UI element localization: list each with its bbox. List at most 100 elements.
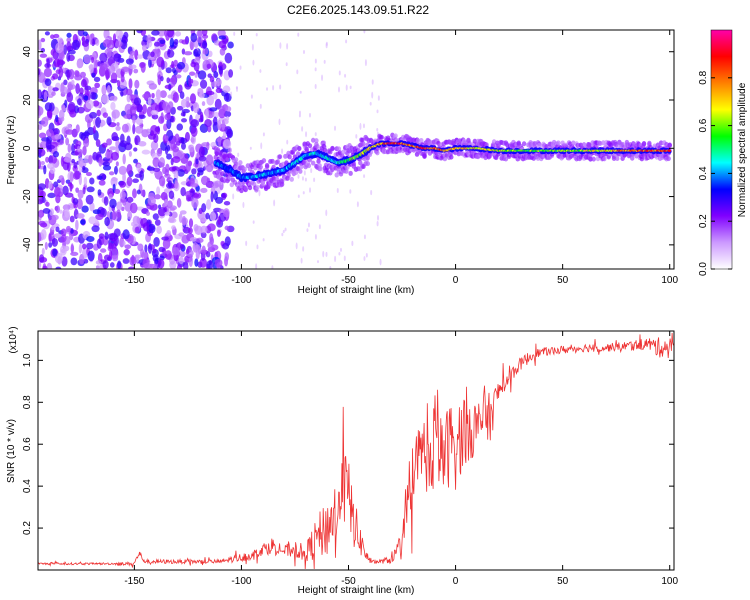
noise-blob [209, 107, 218, 112]
noise-blob [188, 144, 195, 153]
noise-blob [355, 134, 358, 139]
noise-blob [214, 258, 223, 268]
noise-blob [150, 140, 159, 151]
colorbar-ticks: 0.0 0.2 0.4 0.6 0.8 [698, 70, 732, 276]
noise-blob [38, 132, 47, 139]
noise-blob [38, 142, 41, 148]
noise-blob [167, 49, 175, 58]
noise-blob [51, 225, 55, 231]
noise-blob [206, 141, 210, 151]
noise-blob [110, 101, 116, 111]
noise-blob [142, 222, 150, 232]
noise-blob [164, 113, 172, 121]
noise-blob [44, 31, 50, 36]
ridge-halo [336, 146, 342, 152]
noise-blob [42, 207, 51, 214]
noise-blob [153, 194, 162, 200]
noise-blob [173, 38, 179, 45]
noise-blob [245, 240, 248, 247]
noise-blob [38, 106, 44, 116]
noise-blob [134, 254, 142, 259]
noise-blob [164, 199, 168, 207]
noise-blob [138, 114, 146, 119]
noise-blob [66, 32, 72, 38]
noise-blob [128, 150, 132, 157]
noise-blob [152, 248, 157, 254]
noise-blob [166, 153, 172, 160]
noise-blob [334, 255, 337, 263]
noise-blob [128, 64, 137, 70]
noise-blob [118, 32, 123, 39]
noise-blob [198, 246, 202, 255]
ridge-halo [314, 138, 319, 144]
noise-blob [48, 233, 52, 243]
noise-blob [95, 260, 102, 265]
ridge-halo [516, 140, 521, 146]
noise-blob [89, 111, 98, 119]
noise-blob [148, 223, 156, 234]
ridge-halo [242, 166, 247, 172]
noise-blob [301, 126, 304, 132]
noise-blob [107, 233, 116, 240]
ridge-halo [277, 154, 283, 160]
noise-blob [102, 39, 112, 48]
noise-blob [200, 225, 208, 234]
noise-blob [134, 226, 140, 234]
noise-blob [61, 234, 67, 243]
noise-blob [115, 125, 121, 131]
noise-blob [150, 125, 159, 136]
noise-blob [171, 247, 180, 256]
noise-blob [379, 258, 382, 266]
noise-blob [325, 41, 328, 47]
noise-blob [181, 39, 189, 45]
noise-blob [82, 145, 87, 156]
noise-blob [167, 180, 173, 188]
noise-blob [85, 99, 94, 110]
noise-blob [356, 201, 359, 208]
noise-blob [239, 65, 242, 70]
noise-blob [66, 92, 74, 103]
figure-title: C2E6.2025.143.09.51.R22 [287, 3, 429, 17]
noise-blob [101, 84, 107, 96]
noise-blob [91, 225, 100, 233]
ridge-halo [233, 161, 239, 167]
noise-blob [228, 69, 234, 78]
noise-blob [55, 114, 59, 123]
noise-blob [259, 69, 262, 73]
noise-blob [205, 108, 209, 120]
noise-blob [150, 102, 159, 111]
noise-blob [122, 153, 126, 165]
noise-blob [78, 243, 83, 254]
noise-blob [45, 139, 52, 151]
ridge-halo [379, 134, 384, 140]
noise-blob [83, 54, 91, 64]
y-tick-label: 40 [22, 46, 33, 58]
noise-blob [147, 97, 152, 106]
noise-blob [201, 30, 208, 37]
noise-blob [55, 42, 64, 54]
noise-blob [122, 172, 126, 183]
noise-blob [38, 68, 41, 76]
noise-blob [198, 155, 207, 162]
noise-blob [196, 36, 203, 43]
noise-blob [185, 161, 191, 172]
noise-blob [217, 119, 222, 131]
noise-blob [52, 87, 59, 92]
noise-blob [221, 119, 226, 131]
ridge-halo [658, 140, 664, 146]
noise-blob [336, 188, 339, 194]
noise-blob [201, 101, 206, 107]
noise-blob [175, 74, 182, 79]
ridge-halo [393, 133, 398, 139]
x-tick-label: -100 [231, 576, 251, 587]
noise-blob [132, 178, 139, 184]
noise-blob [197, 167, 205, 173]
noise-blob [279, 84, 282, 90]
noise-blob [299, 90, 302, 94]
noise-blob [371, 79, 374, 85]
y-tick-label: 1.0 [22, 353, 33, 367]
noise-blob [81, 205, 89, 213]
noise-blob [93, 76, 101, 83]
noise-blob [116, 209, 121, 218]
